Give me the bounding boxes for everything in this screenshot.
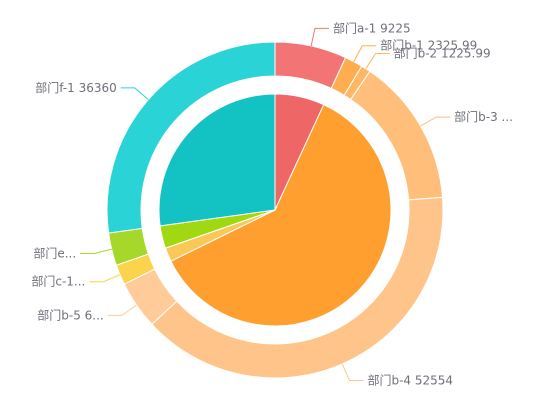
label-line-c-1 <box>89 274 121 283</box>
inner-pie <box>158 93 392 327</box>
label-c-1: 部门c-1... <box>31 274 85 289</box>
label-line-a-1 <box>310 27 329 47</box>
outer-slice-f-1[interactable] <box>106 41 276 234</box>
inner-slice-f[interactable] <box>158 93 276 227</box>
label-a-1: 部门a-1 9225 <box>333 20 411 35</box>
label-line-b-1 <box>353 45 377 62</box>
label-b-4: 部门b-4 52554 <box>367 372 453 387</box>
label-b-2: 部门b-2 1225.99 <box>394 46 491 61</box>
label-b-5: 部门b-5 6... <box>37 307 103 322</box>
outer-ring <box>106 41 444 379</box>
label-b-3: 部门b-3 ... <box>454 109 513 124</box>
label-line-f-1 <box>120 87 149 101</box>
label-b-1: 部门b-1 2325.99 <box>380 38 477 53</box>
label-line-b-2 <box>365 53 390 69</box>
label-e: 部门e... <box>33 246 76 261</box>
label-line-b-3 <box>420 116 451 127</box>
label-line-e <box>80 248 112 255</box>
label-line-b-5 <box>107 304 137 316</box>
label-f-1: 部门f-1 36360 <box>35 80 117 95</box>
inner-slice-b[interactable] <box>170 104 392 327</box>
label-line-b-4 <box>341 363 364 381</box>
